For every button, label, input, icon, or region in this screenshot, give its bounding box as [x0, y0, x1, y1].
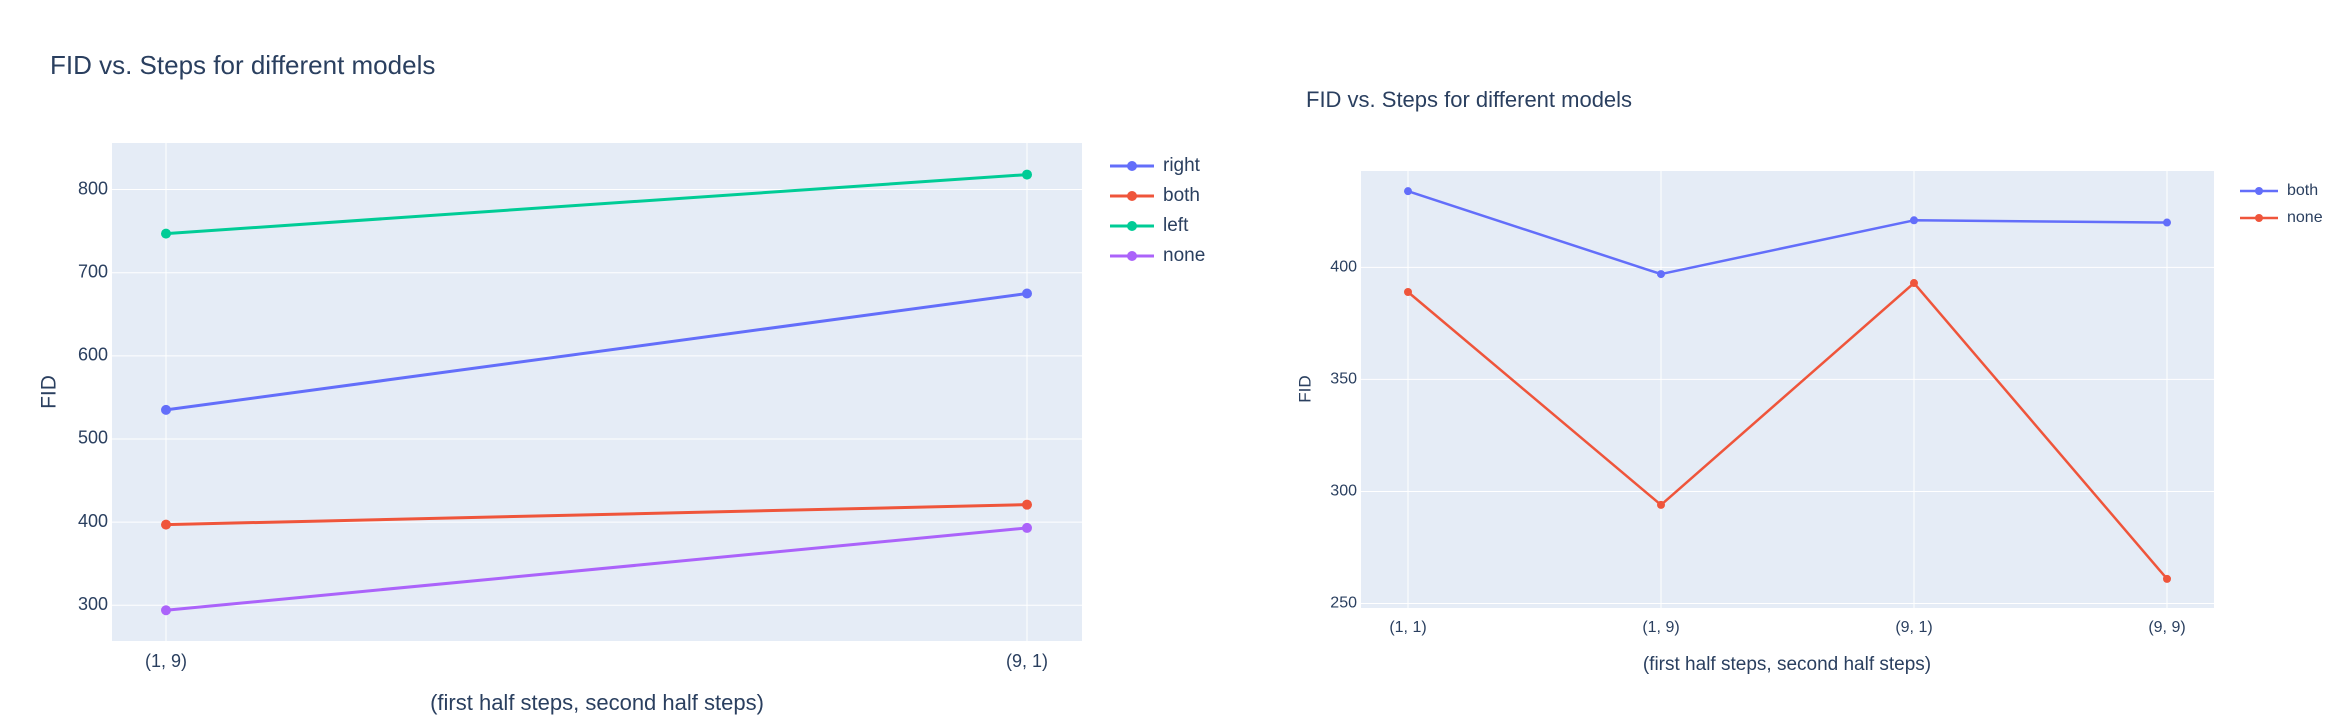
y-tick-label: 350: [1330, 371, 1357, 388]
data-point-none: [1657, 500, 1665, 509]
x-tick-label: (9, 1): [1006, 651, 1048, 671]
data-point-left: [1022, 169, 1032, 180]
data-point-none: [1404, 288, 1412, 297]
legend-item-right[interactable]: right: [1110, 155, 1201, 176]
y-axis-label: FID: [38, 375, 61, 409]
x-tick-label: (9, 9): [2148, 619, 2185, 636]
y-tick-label: 700: [78, 261, 108, 281]
x-tick-label: (1, 9): [145, 651, 187, 671]
y-tick-label: 400: [1330, 259, 1357, 276]
data-point-both: [1404, 187, 1412, 196]
legend-marker: [1127, 191, 1137, 201]
series-left: [161, 169, 1032, 239]
x-axis-label: (first half steps, second half steps): [1643, 654, 1931, 675]
y-axis-label: FID: [1295, 375, 1314, 402]
data-point-left: [161, 228, 171, 239]
series-line-left: [165, 173, 1028, 236]
plot-area: [112, 143, 1082, 641]
chart-1: 300 400 500 600 700 800 (1, 9) (9, 1) FID vs. St…: [38, 50, 1206, 715]
legend-marker: [1127, 161, 1137, 171]
y-tick-label: 800: [78, 178, 108, 198]
chart-title: FID vs. Steps for different models: [1306, 87, 1632, 112]
chart-2: 250 300 350 400 (1, 1) (1, 9) (9, 1) (9, 9) FID …: [1295, 87, 2322, 675]
y-tick-label: 600: [78, 345, 108, 365]
legend: both none: [2240, 182, 2323, 226]
legend-label: both: [2287, 182, 2318, 199]
y-tick-label: 300: [78, 594, 108, 614]
data-point-right: [161, 404, 171, 415]
legend-label: none: [2287, 209, 2323, 226]
x-tick-label: (1, 9): [1642, 619, 1679, 636]
plot-area: [1361, 171, 2214, 608]
series-line-both: [165, 503, 1028, 527]
legend: right both left none: [1110, 155, 1205, 266]
x-tick-label: (1, 1): [1389, 619, 1426, 636]
series-line-none: [1407, 281, 2168, 580]
data-point-both: [2163, 218, 2171, 227]
x-axis-label: (first half steps, second half steps): [430, 690, 764, 715]
legend-item-none[interactable]: none: [2240, 209, 2323, 226]
data-point-none: [2163, 574, 2171, 583]
series-right: [161, 288, 1032, 415]
data-point-none: [161, 605, 171, 616]
legend-marker: [1127, 221, 1137, 231]
data-point-none: [1910, 279, 1918, 288]
series-line-right: [165, 291, 1028, 412]
y-tick-label: 300: [1330, 483, 1357, 500]
legend-marker: [1127, 251, 1137, 261]
legend-label: right: [1163, 155, 1201, 176]
series-none: [161, 522, 1032, 616]
series-none: [1404, 279, 2171, 583]
legend-item-none[interactable]: none: [1110, 245, 1205, 266]
series-both: [1404, 187, 2171, 279]
y-tick-label: 250: [1330, 595, 1357, 612]
legend-marker: [2255, 187, 2263, 195]
data-point-both: [1022, 499, 1032, 510]
legend-item-both[interactable]: both: [1110, 185, 1200, 206]
y-tick-label: 500: [78, 428, 108, 448]
y-tick-label: 400: [78, 511, 108, 531]
data-point-right: [1022, 288, 1032, 299]
series-both: [161, 499, 1032, 530]
series-line-none: [165, 526, 1028, 612]
legend-marker: [2255, 214, 2263, 222]
series-line-both: [1407, 189, 2168, 276]
legend-label: left: [1163, 215, 1189, 236]
chart-title: FID vs. Steps for different models: [50, 50, 435, 80]
legend-label: none: [1163, 245, 1205, 266]
legend-item-left[interactable]: left: [1110, 215, 1189, 236]
data-point-both: [1910, 216, 1918, 225]
data-point-both: [1657, 270, 1665, 279]
legend-label: both: [1163, 185, 1200, 206]
data-point-both: [161, 519, 171, 530]
x-tick-label: (9, 1): [1895, 619, 1932, 636]
legend-item-both[interactable]: both: [2240, 182, 2318, 199]
data-point-none: [1022, 522, 1032, 533]
